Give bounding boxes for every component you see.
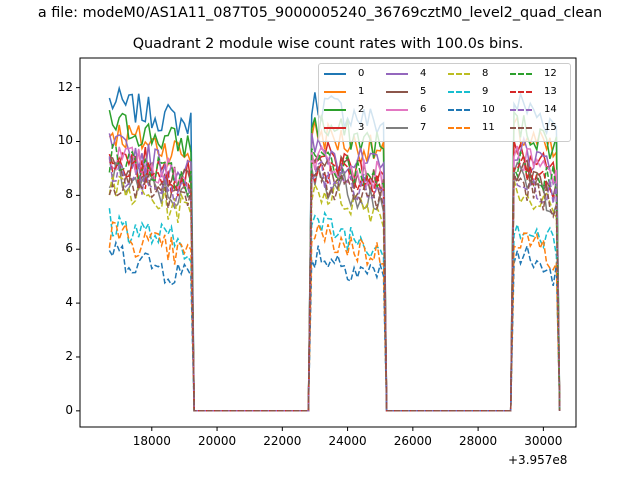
legend-label: 1 (358, 86, 365, 97)
x-tick-label: 28000 (459, 434, 498, 448)
series-line-8 (108, 173, 561, 412)
legend-swatch (510, 127, 532, 129)
legend-label: 13 (544, 86, 557, 97)
legend-swatch (448, 73, 470, 75)
x-tick-label: 30000 (524, 434, 563, 448)
legend-label: 15 (544, 122, 557, 133)
legend-swatch (386, 91, 408, 93)
legend-swatch (386, 127, 408, 129)
y-tick-label: 2 (65, 348, 73, 363)
legend-label: 9 (482, 86, 489, 97)
y-tick-label: 8 (65, 187, 73, 202)
legend-label: 4 (420, 68, 427, 79)
y-tick-label: 12 (57, 79, 73, 94)
chart-title: Quadrant 2 module wise count rates with … (132, 36, 524, 52)
x-tick-label: 26000 (393, 434, 432, 448)
y-tick-label: 10 (57, 133, 73, 148)
legend-swatch (510, 73, 532, 75)
legend-swatch (448, 109, 470, 111)
series-line-13 (108, 152, 561, 412)
legend-label: 2 (358, 104, 365, 115)
x-tick-label: 18000 (132, 434, 171, 448)
legend-swatch (510, 91, 532, 93)
figure-suptitle: a file: modeM0/AS1A11_087T05_9000005240_… (37, 5, 603, 21)
legend-label: 3 (358, 122, 365, 133)
y-tick-label: 0 (65, 402, 73, 417)
legend-label: 5 (420, 86, 427, 97)
legend-label: 8 (482, 68, 489, 79)
series-line-14 (108, 156, 561, 412)
x-tick-label: 24000 (328, 434, 367, 448)
legend-label: 0 (358, 68, 365, 79)
legend-label: 7 (420, 122, 427, 133)
series-line-11 (108, 221, 561, 412)
y-tick-label: 6 (65, 241, 73, 256)
legend-swatch (510, 109, 532, 111)
x-offset-label: +3.957e8 (508, 453, 568, 467)
x-tick-label: 20000 (197, 434, 237, 448)
axes-frame (79, 57, 577, 428)
legend-label: 12 (544, 68, 557, 79)
legend-swatch (324, 91, 346, 93)
legend: 0 1 2 3 4 5 6 7 8 9 10 11 12 13 14 15 (318, 63, 571, 142)
legend-swatch (386, 73, 408, 75)
legend-swatch (386, 109, 408, 111)
y-tick-label: 4 (65, 295, 73, 310)
legend-label: 6 (420, 104, 427, 115)
legend-swatch (324, 109, 346, 111)
legend-swatch (324, 73, 346, 75)
x-tick-label: 22000 (263, 434, 302, 448)
legend-label: 11 (482, 122, 495, 133)
legend-label: 10 (482, 104, 495, 115)
series-line-9 (108, 208, 561, 412)
series-line-15 (108, 165, 561, 412)
legend-swatch (324, 127, 346, 129)
legend-swatch (448, 91, 470, 93)
legend-swatch (448, 127, 470, 129)
series-line-10 (108, 240, 561, 412)
legend-label: 14 (544, 104, 557, 115)
